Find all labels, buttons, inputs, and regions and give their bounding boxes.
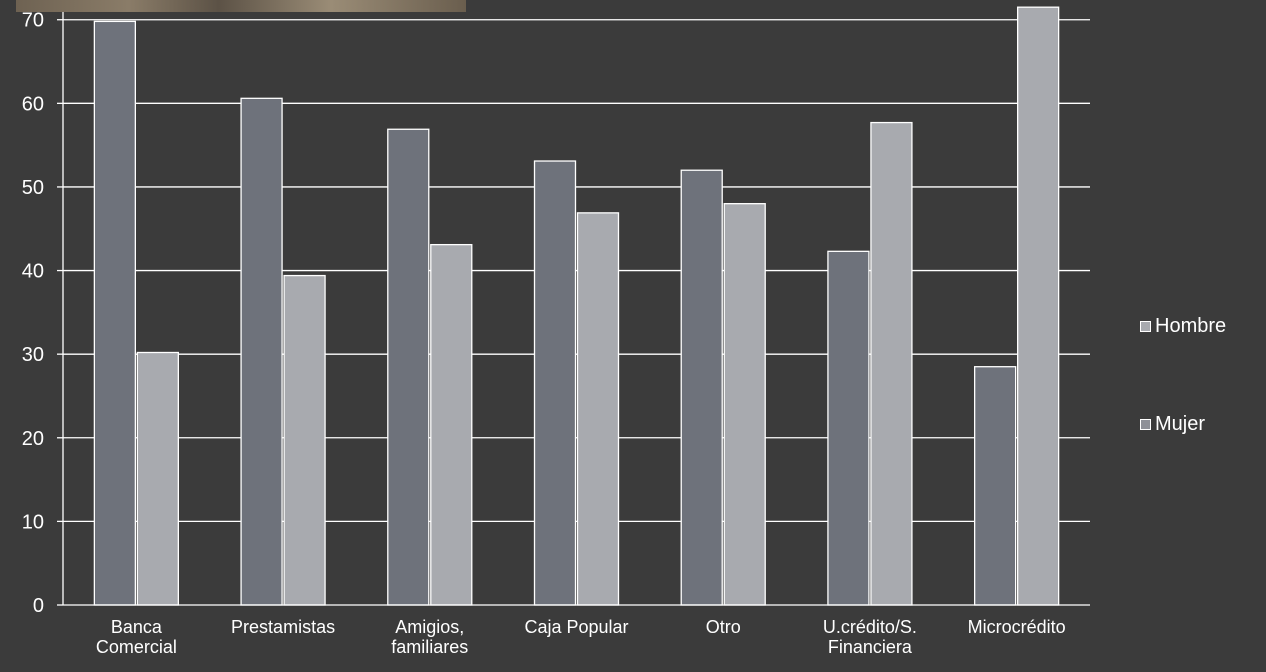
y-tick-label: 60 (22, 93, 44, 115)
x-tick-label: Microcrédito (968, 617, 1066, 637)
x-tick-label: familiares (391, 637, 468, 657)
x-tick-label: Prestamistas (231, 617, 335, 637)
legend-item-mujer: Mujer (1140, 411, 1226, 437)
y-tick-label: 70 (22, 10, 44, 32)
legend-item-hombre: Hombre (1140, 313, 1226, 339)
legend-swatch-mujer (1140, 418, 1151, 430)
bar-hombre (533, 160, 577, 606)
bar-mujer (576, 212, 620, 606)
bar-mujer (870, 121, 913, 606)
bar-hombre (827, 250, 870, 606)
bar-hombre (93, 20, 137, 606)
bar-hombre (240, 97, 283, 606)
bar-mujer (283, 274, 326, 606)
legend-label-hombre: Hombre (1155, 314, 1227, 337)
bar-hombre (387, 128, 430, 606)
background-photo-strip (16, 0, 466, 12)
bar-hombre (973, 366, 1017, 606)
x-tick-label: Otro (706, 617, 741, 637)
y-tick-label: 40 (22, 261, 44, 283)
x-tick-label: Amigios, (395, 617, 464, 637)
bar-mujer (1016, 6, 1060, 606)
x-tick-label: Caja Popular (524, 617, 628, 637)
y-tick-label: 20 (22, 428, 44, 450)
x-tick-label: U.crédito/S. (823, 617, 917, 637)
x-tick-label: Comercial (96, 637, 177, 657)
y-tick-label: 50 (22, 177, 44, 199)
bar-mujer (430, 243, 473, 606)
x-tick-label: Financiera (828, 637, 913, 657)
y-tick-label: 30 (22, 344, 44, 366)
y-tick-label: 10 (22, 511, 44, 533)
legend-label-mujer: Mujer (1155, 412, 1206, 435)
bar-hombre (680, 169, 723, 606)
bar-mujer (136, 351, 180, 606)
y-tick-label: 0 (33, 595, 44, 617)
bar-mujer (723, 203, 766, 606)
legend: Hombre Mujer (1140, 313, 1226, 509)
x-tick-label: Banca (111, 617, 163, 637)
legend-swatch-hombre (1140, 320, 1151, 332)
